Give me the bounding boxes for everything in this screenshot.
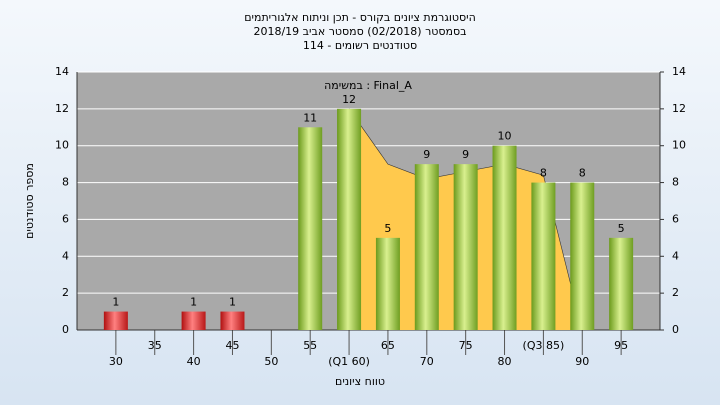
- x-tick-label: 95: [614, 339, 628, 352]
- x-axis-label: טווח ציונים: [335, 375, 385, 388]
- y-tick-label: 14: [55, 65, 69, 78]
- x-tick-label: 45: [225, 339, 239, 352]
- y2-tick-label: 0: [672, 323, 679, 336]
- title-line: סטודנטים רשומים - 114: [303, 39, 417, 52]
- y2-tick-label: 10: [672, 139, 686, 152]
- y-tick-label: 12: [55, 102, 69, 115]
- bar: [609, 237, 634, 330]
- bar: [181, 311, 206, 330]
- x-tick-label: 55: [303, 339, 317, 352]
- x-tick-label: 40: [187, 355, 201, 368]
- bar: [492, 145, 517, 330]
- x-tick-label: 80: [498, 355, 512, 368]
- x-tick-label: 65: [381, 339, 395, 352]
- x-tick-label: 90: [575, 355, 589, 368]
- x-tick-label: 35: [148, 339, 162, 352]
- data-label: 1: [112, 296, 119, 309]
- y-tick-label: 10: [55, 139, 69, 152]
- data-label: 5: [618, 222, 625, 235]
- data-label: 8: [579, 167, 586, 180]
- annotation: במשימה : Final_A: [324, 79, 412, 92]
- data-label: 10: [498, 130, 512, 143]
- bar: [103, 311, 128, 330]
- bar: [337, 108, 362, 330]
- bar: [570, 182, 595, 330]
- bar: [531, 182, 556, 330]
- y2-tick-label: 2: [672, 286, 679, 299]
- data-label: 12: [342, 93, 356, 106]
- x-tick-label: (Q1 60): [328, 355, 370, 368]
- y-tick-label: 4: [62, 249, 69, 262]
- y-tick-label: 0: [62, 323, 69, 336]
- data-label: 9: [423, 148, 430, 161]
- title-line: בסמסטר (02/2018) סמסטר אביב 2018/19: [253, 25, 466, 38]
- data-label: 8: [540, 167, 547, 180]
- title-line: היסטוגרמת ציונים בקורס - תכן וניתוח אלגו…: [244, 11, 476, 24]
- y-tick-label: 6: [62, 212, 69, 225]
- bar: [453, 164, 478, 330]
- y2-tick-label: 6: [672, 212, 679, 225]
- y-axis-label: מספר סטודנטים: [23, 163, 36, 239]
- data-label: 1: [190, 296, 197, 309]
- x-tick-label: 70: [420, 355, 434, 368]
- data-label: 11: [303, 111, 317, 124]
- y-tick-label: 8: [62, 176, 69, 189]
- bar: [298, 127, 323, 331]
- y-tick-label: 2: [62, 286, 69, 299]
- y2-tick-label: 8: [672, 176, 679, 189]
- data-label: 5: [384, 222, 391, 235]
- data-label: 1: [229, 296, 236, 309]
- y2-tick-label: 14: [672, 65, 686, 78]
- y2-tick-label: 4: [672, 249, 679, 262]
- y2-tick-label: 12: [672, 102, 686, 115]
- bar: [414, 164, 439, 330]
- bar: [375, 237, 400, 330]
- x-tick-label: 50: [264, 355, 278, 368]
- x-tick-label: (Q3 85): [523, 339, 565, 352]
- data-label: 9: [462, 148, 469, 161]
- x-tick-label: 30: [109, 355, 123, 368]
- bar: [220, 311, 245, 330]
- x-tick-label: 75: [459, 339, 473, 352]
